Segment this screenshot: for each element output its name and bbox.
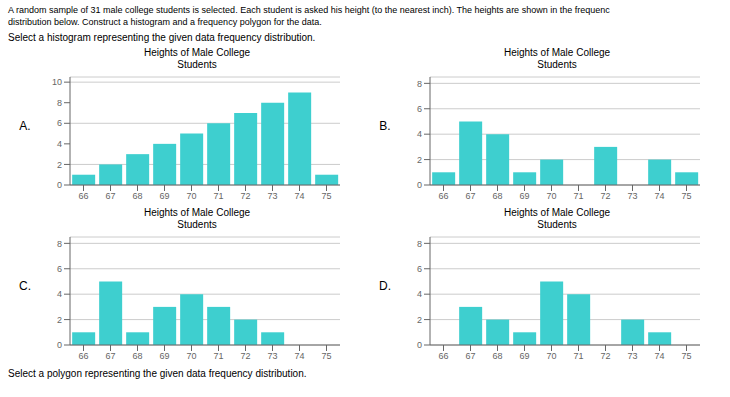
svg-text:70: 70 (546, 351, 556, 361)
svg-text:8: 8 (57, 239, 62, 249)
html-text:Heights of Male College Studen: Heights of Male College Students (143, 47, 251, 70)
svg-text:6: 6 (57, 118, 62, 128)
svg-text:74: 74 (654, 351, 664, 361)
html-text:Heights of Male College Studen: Heights of Male College Students (503, 207, 611, 230)
svg-text:70: 70 (546, 191, 556, 201)
svg-text:69: 69 (159, 191, 169, 201)
svg-text:66: 66 (438, 351, 448, 361)
svg-text:68: 68 (132, 351, 142, 361)
svg-text:71: 71 (213, 351, 223, 361)
svg-text:73: 73 (267, 191, 277, 201)
svg-text:68: 68 (492, 191, 502, 201)
html-text:Select a polygon representing: Select a polygon representing the given … (8, 368, 307, 379)
svg-text:74: 74 (654, 191, 664, 201)
svg-text:2: 2 (417, 315, 422, 325)
svg-text:66: 66 (438, 191, 448, 201)
svg-text:72: 72 (240, 191, 250, 201)
svg-text:0: 0 (417, 180, 422, 190)
svg-text:8: 8 (57, 98, 62, 108)
svg-text:75: 75 (321, 191, 331, 201)
svg-text:0: 0 (57, 340, 62, 350)
svg-text:4: 4 (417, 289, 422, 299)
svg-text:69: 69 (519, 351, 529, 361)
svg-text:0: 0 (417, 340, 422, 350)
svg-text:75: 75 (321, 351, 331, 361)
html-text:Select a histogram representin: Select a histogram representing the give… (8, 32, 316, 43)
svg-text:4: 4 (57, 139, 62, 149)
svg-text:67: 67 (465, 351, 475, 361)
html-text:D.: D. (379, 279, 391, 293)
svg-text:72: 72 (240, 351, 250, 361)
svg-text:8: 8 (417, 239, 422, 249)
svg-text:69: 69 (159, 351, 169, 361)
svg-text:71: 71 (573, 191, 583, 201)
svg-text:75: 75 (681, 191, 691, 201)
svg-text:6: 6 (417, 264, 422, 274)
svg-text:67: 67 (465, 191, 475, 201)
svg-text:71: 71 (573, 351, 583, 361)
html-text:A random sample of 31 male col: A random sample of 31 male college stude… (8, 5, 610, 15)
svg-text:70: 70 (186, 351, 196, 361)
html-text:B.: B. (379, 119, 391, 133)
html-text:Heights of Male College Studen: Heights of Male College Students (503, 47, 611, 70)
svg-text:67: 67 (105, 191, 115, 201)
svg-text:6: 6 (417, 104, 422, 114)
svg-text:72: 72 (600, 351, 610, 361)
svg-text:73: 73 (627, 191, 637, 201)
svg-text:0: 0 (57, 180, 62, 190)
svg-text:2: 2 (57, 315, 62, 325)
svg-text:66: 66 (78, 191, 88, 201)
svg-text:74: 74 (294, 191, 304, 201)
svg-text:4: 4 (57, 289, 62, 299)
svg-text:10: 10 (52, 77, 62, 87)
svg-text:4: 4 (417, 129, 422, 139)
svg-text:2: 2 (417, 155, 422, 165)
svg-text:2: 2 (57, 160, 62, 170)
svg-text:68: 68 (492, 351, 502, 361)
svg-text:74: 74 (294, 351, 304, 361)
html-text:A.: A. (19, 119, 31, 133)
svg-text:8: 8 (417, 79, 422, 89)
html-text:Heights of Male College Studen: Heights of Male College Students (143, 207, 251, 230)
svg-text:71: 71 (213, 191, 223, 201)
svg-text:67: 67 (105, 351, 115, 361)
svg-text:69: 69 (519, 191, 529, 201)
svg-text:66: 66 (78, 351, 88, 361)
html-text:distribution below. Construct: distribution below. Construct a histogra… (8, 17, 322, 27)
svg-text:72: 72 (600, 191, 610, 201)
svg-text:70: 70 (186, 191, 196, 201)
svg-text:6: 6 (57, 264, 62, 274)
svg-text:73: 73 (267, 351, 277, 361)
svg-text:75: 75 (681, 351, 691, 361)
svg-text:73: 73 (627, 351, 637, 361)
html-text:C.: C. (19, 279, 31, 293)
svg-text:68: 68 (132, 191, 142, 201)
